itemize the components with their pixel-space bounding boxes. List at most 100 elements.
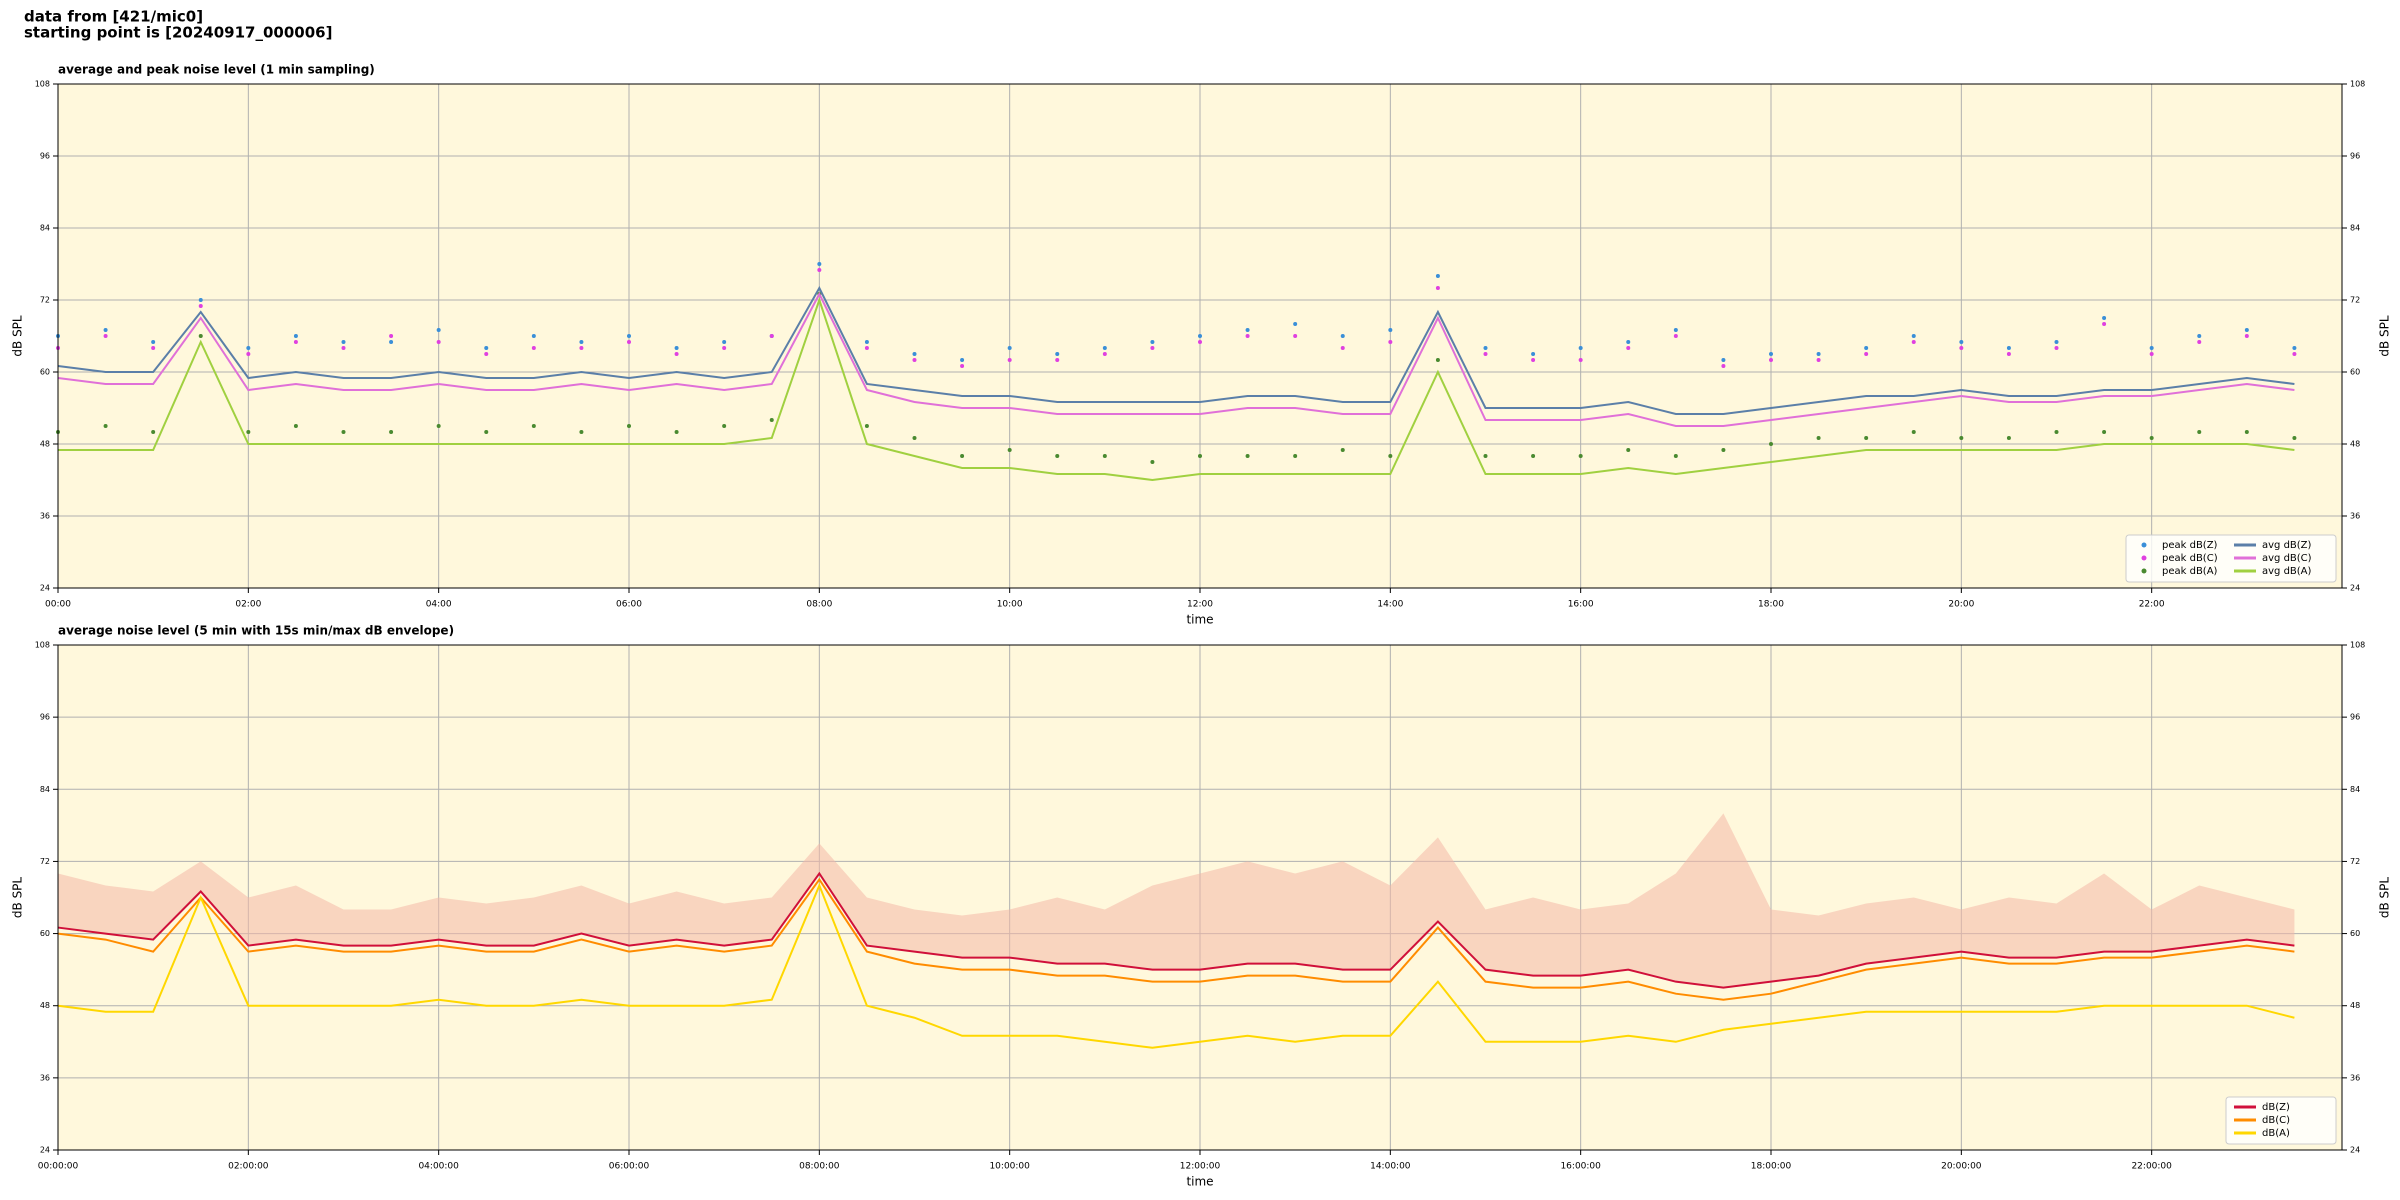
peak-dot [1388, 340, 1393, 344]
series-line [58, 296, 2295, 482]
peak-dot [2197, 430, 2202, 434]
y-tick-label: 48 [40, 1001, 50, 1010]
y-tick-label: 48 [2350, 440, 2360, 449]
peak-dot [2292, 352, 2297, 356]
peak-dot [103, 334, 108, 338]
y-tick-label: 24 [40, 1146, 50, 1155]
peak-dot [2244, 334, 2249, 338]
peak-dot [1435, 286, 1440, 290]
peak-dot [1721, 448, 1726, 452]
peak-dot [1388, 454, 1393, 458]
x-tick-label: 02:00 [235, 600, 261, 610]
peak-dot [960, 454, 965, 458]
peak-dot [1864, 346, 1869, 350]
peak-dot [912, 352, 917, 356]
peak-dot [436, 340, 441, 344]
peak-dot [2149, 436, 2154, 440]
y-tick-label: 72 [40, 857, 50, 866]
peak-dot [1531, 454, 1536, 458]
peak-dot [103, 424, 108, 428]
peak-dot [674, 430, 679, 434]
x-tick-label: 16:00 [1568, 600, 1594, 610]
peak-dot [1864, 436, 1869, 440]
y-tick-label: 60 [40, 929, 50, 938]
peak-dot [1626, 448, 1631, 452]
x-tick-label: 00:00 [45, 600, 71, 610]
peak-dot [103, 328, 108, 332]
x-tick-label: 20:00:00 [1941, 1162, 1982, 1172]
legend-swatch [2141, 568, 2147, 574]
peak-dot [1911, 430, 1916, 434]
peak-dot [198, 304, 203, 308]
x-tick-label: 14:00:00 [1370, 1162, 1411, 1172]
x-tick-label: 14:00 [1377, 600, 1403, 610]
legend-label: avg dB(A) [2262, 566, 2312, 577]
peak-dot [2006, 352, 2011, 356]
peak-dot [1959, 436, 1964, 440]
peak-dot [627, 340, 631, 344]
peak-dot [2244, 430, 2249, 434]
x-tick-label: 16:00:00 [1560, 1162, 1601, 1172]
y-tick-label: 48 [40, 440, 50, 449]
peak-dot [1769, 442, 1773, 446]
y-tick-label: 84 [2350, 785, 2360, 794]
peak-dot [960, 364, 965, 368]
y-tick-label: 24 [2350, 584, 2360, 593]
peak-dot [1483, 352, 1488, 356]
peak-dot [484, 430, 489, 434]
peak-dot [1293, 454, 1298, 458]
legend-label: dB(C) [2262, 1115, 2290, 1126]
peak-dot [1531, 352, 1536, 356]
peak-dot [722, 424, 727, 428]
x-tick-label: 06:00:00 [609, 1162, 650, 1172]
y-tick-label: 96 [2350, 152, 2360, 161]
peak-dot [1198, 454, 1202, 458]
peak-dot [1102, 352, 1107, 356]
legend-label: peak dB(A) [2162, 566, 2218, 577]
peak-dot [198, 334, 203, 338]
peak-dot [1673, 328, 1678, 332]
peak-dot [627, 334, 631, 338]
peak-dot [1340, 448, 1345, 452]
y-tick-label: 24 [40, 584, 50, 593]
peak-dot [1959, 346, 1964, 350]
x-tick-label: 12:00 [1187, 600, 1213, 610]
peak-dot [1769, 352, 1773, 356]
y-tick-label: 36 [40, 512, 50, 521]
x-tick-label: 10:00:00 [989, 1162, 1030, 1172]
peak-dot [1150, 346, 1155, 350]
x-tick-label: 08:00 [806, 600, 832, 610]
peak-dot [2102, 322, 2107, 326]
x-tick-label: 22:00:00 [2131, 1162, 2172, 1172]
series-line [57, 877, 2295, 1001]
y-axis-label: dB SPL [11, 315, 25, 357]
y-tick-label: 84 [40, 785, 50, 794]
peak-dot [246, 430, 251, 434]
legend-label: dB(Z) [2262, 1102, 2290, 1113]
x-axis-label: time [1186, 613, 1213, 627]
peak-dot [674, 346, 679, 350]
peak-dot [1626, 346, 1631, 350]
series-line [57, 871, 2295, 989]
peak-dot [1769, 358, 1773, 362]
y-tick-label: 36 [2350, 1073, 2360, 1082]
x-tick-label: 18:00:00 [1751, 1162, 1792, 1172]
peak-dot [1245, 328, 1250, 332]
x-tick-label: 02:00:00 [228, 1162, 269, 1172]
peak-dot [2149, 352, 2154, 356]
peak-dot [1911, 334, 1916, 338]
peak-dot [912, 358, 917, 362]
peak-dot [198, 298, 203, 302]
peak-dot [2292, 436, 2297, 440]
x-tick-label: 10:00 [997, 600, 1023, 610]
series-line [57, 882, 2295, 1049]
y-tick-label: 72 [2350, 857, 2360, 866]
peak-dot [1673, 334, 1678, 338]
peak-dot [864, 346, 869, 350]
peak-dot [1626, 340, 1631, 344]
peak-dot [1816, 352, 1821, 356]
peak-dot [769, 418, 774, 422]
peak-dot [389, 334, 394, 338]
peak-dot [579, 430, 584, 434]
